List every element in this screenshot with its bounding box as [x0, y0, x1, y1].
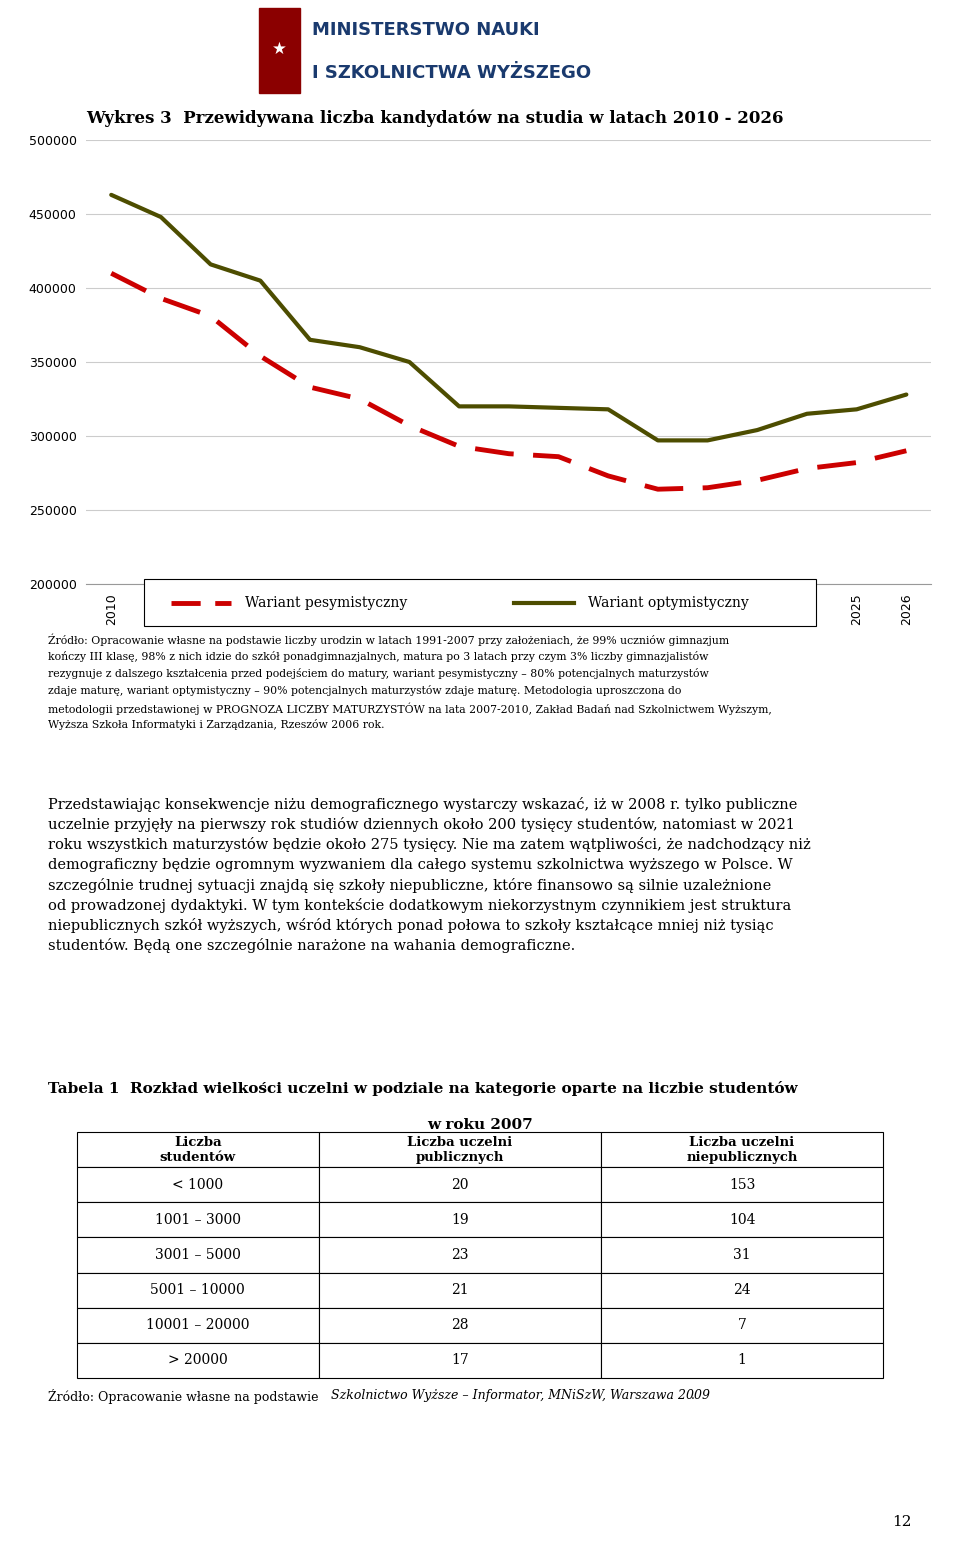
Text: Wyższa Szkoła Informatyki i Zarządzania, Rzeszów 2006 rok.: Wyższa Szkoła Informatyki i Zarządzania,…	[48, 719, 385, 730]
Text: Tabela 1  Rozkład wielkości uczelni w podziale na kategorie oparte na liczbie st: Tabela 1 Rozkład wielkości uczelni w pod…	[48, 1081, 798, 1096]
Bar	[601, 1238, 883, 1272]
Text: Wariant pesymistyczny: Wariant pesymistyczny	[245, 596, 407, 609]
Text: od prowadzonej dydaktyki. W tym kontekście dodatkowym niekorzystnym czynnikiem j: od prowadzonej dydaktyki. W tym kontekśc…	[48, 898, 791, 912]
Bar	[601, 1168, 883, 1202]
Bar	[319, 1238, 601, 1272]
Text: Wariant optymistyczny: Wariant optymistyczny	[588, 596, 748, 609]
Text: demograficzny będzie ogromnym wyzwaniem dla całego systemu szkolnictwa wyższego : demograficzny będzie ogromnym wyzwaniem …	[48, 858, 793, 872]
Text: 104: 104	[729, 1213, 756, 1227]
Text: 23: 23	[451, 1249, 468, 1261]
Bar	[601, 1308, 883, 1342]
Bar	[77, 1132, 319, 1168]
Text: 1: 1	[737, 1353, 747, 1367]
Text: rezygnuje z dalszego kształcenia przed podejściem do matury, wariant pesymistycz: rezygnuje z dalszego kształcenia przed p…	[48, 668, 708, 679]
Text: ★: ★	[272, 39, 287, 58]
Text: w roku 2007: w roku 2007	[427, 1118, 533, 1132]
Bar	[77, 1342, 319, 1378]
Bar	[319, 1132, 601, 1168]
Text: Przedstawiając konsekwencje niżu demograficznego wystarczy wskazać, iż w 2008 r.: Przedstawiając konsekwencje niżu demogra…	[48, 797, 798, 813]
Text: Liczba
studentów: Liczba studentów	[159, 1135, 236, 1163]
Text: uczelnie przyjęły na pierwszy rok studiów dziennych około 200 tysięcy studentów,: uczelnie przyjęły na pierwszy rok studió…	[48, 817, 795, 833]
Bar	[601, 1272, 883, 1308]
Bar	[319, 1202, 601, 1238]
Text: niepublicznych szkół wyższych, wśród których ponad połowa to szkoły kształcące m: niepublicznych szkół wyższych, wśród któ…	[48, 919, 774, 933]
Text: 31: 31	[733, 1249, 751, 1261]
Text: 153: 153	[729, 1177, 756, 1191]
Bar	[319, 1168, 601, 1202]
Text: < 1000: < 1000	[172, 1177, 224, 1191]
Bar	[259, 8, 300, 93]
Text: Szkolnictwo Wyższe – Informator, MNiSzW, Warszawa 2009: Szkolnictwo Wyższe – Informator, MNiSzW,…	[331, 1389, 710, 1401]
Text: .: .	[691, 1389, 695, 1401]
Bar	[319, 1272, 601, 1308]
Text: roku wszystkich maturzystów będzie około 275 tysięcy. Nie ma zatem wątpliwości, : roku wszystkich maturzystów będzie około…	[48, 838, 811, 852]
Text: Wykres 3  Przewidywana liczba kandydatów na studia w latach 2010 - 2026: Wykres 3 Przewidywana liczba kandydatów …	[86, 111, 784, 128]
Bar	[77, 1308, 319, 1342]
Text: MINISTERSTWO NAUKI: MINISTERSTWO NAUKI	[312, 22, 540, 39]
Bar	[319, 1342, 601, 1378]
Bar	[601, 1132, 883, 1168]
Bar	[77, 1238, 319, 1272]
Text: > 20000: > 20000	[168, 1353, 228, 1367]
Text: Źródło: Opracowanie własne na podstawie liczby urodzin w latach 1991-2007 przy z: Źródło: Opracowanie własne na podstawie …	[48, 634, 730, 646]
Text: Liczba uczelni
publicznych: Liczba uczelni publicznych	[407, 1135, 513, 1163]
Text: 12: 12	[893, 1515, 912, 1529]
Text: 24: 24	[733, 1283, 751, 1297]
Bar	[77, 1168, 319, 1202]
Text: I SZKOLNICTWA WYŻSZEGO: I SZKOLNICTWA WYŻSZEGO	[312, 64, 591, 83]
Text: 20: 20	[451, 1177, 468, 1191]
Text: zdaje maturę, wariant optymistyczny – 90% potencjalnych maturzystów zdaje maturę: zdaje maturę, wariant optymistyczny – 90…	[48, 685, 682, 696]
Text: 17: 17	[451, 1353, 468, 1367]
Bar	[319, 1308, 601, 1342]
Text: Liczba uczelni
niepublicznych: Liczba uczelni niepublicznych	[686, 1135, 798, 1163]
Text: metodologii przedstawionej w PROGNOZA LICZBY MATURZYSTÓW na lata 2007-2010, Zakł: metodologii przedstawionej w PROGNOZA LI…	[48, 702, 772, 715]
Bar	[77, 1272, 319, 1308]
Text: 21: 21	[451, 1283, 468, 1297]
Text: 7: 7	[737, 1319, 747, 1333]
Bar	[601, 1342, 883, 1378]
Bar	[601, 1202, 883, 1238]
Text: kończy III klasę, 98% z nich idzie do szkół ponadgimnazjalnych, matura po 3 lata: kończy III klasę, 98% z nich idzie do sz…	[48, 651, 708, 662]
Text: 1001 – 3000: 1001 – 3000	[155, 1213, 241, 1227]
Text: szczególnie trudnej sytuacji znajdą się szkoły niepubliczne, które finansowo są : szczególnie trudnej sytuacji znajdą się …	[48, 878, 771, 892]
Bar	[77, 1202, 319, 1238]
Text: 3001 – 5000: 3001 – 5000	[155, 1249, 241, 1261]
Text: 19: 19	[451, 1213, 468, 1227]
Text: 5001 – 10000: 5001 – 10000	[151, 1283, 245, 1297]
Text: studentów. Będą one szczególnie narażone na wahania demograficzne.: studentów. Będą one szczególnie narażone…	[48, 937, 575, 953]
Text: 10001 – 20000: 10001 – 20000	[146, 1319, 250, 1333]
Text: Źródło: Opracowanie własne na podstawie: Źródło: Opracowanie własne na podstawie	[48, 1389, 323, 1404]
Text: 28: 28	[451, 1319, 468, 1333]
